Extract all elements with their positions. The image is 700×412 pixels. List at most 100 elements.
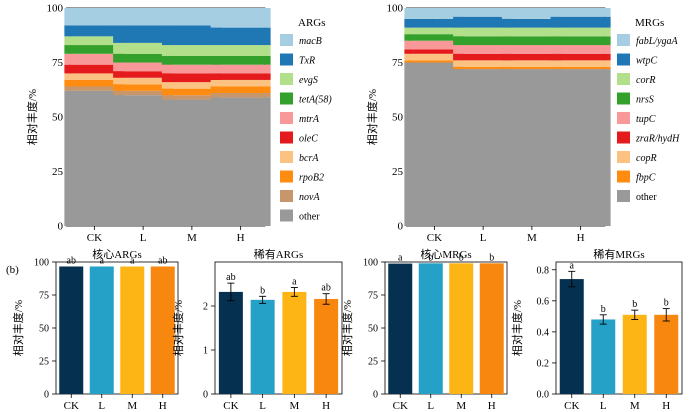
bar-ck — [388, 263, 413, 394]
legend-label: corR — [636, 75, 655, 86]
legend-swatch — [617, 53, 630, 66]
bar-segment-evgs — [113, 42, 174, 54]
plot-frame — [214, 261, 343, 395]
significance-letter: b — [489, 252, 494, 263]
bar-segment-evgs — [210, 45, 271, 56]
bar-segment-teta-58- — [64, 45, 125, 54]
bar-segment-wtpc — [404, 18, 465, 28]
significance-letter: ab — [226, 272, 235, 283]
legend-label: other — [636, 192, 657, 203]
legend-label: novA — [299, 192, 320, 203]
x-tick-label: CK — [223, 400, 238, 412]
significance-letter: b — [632, 299, 637, 310]
legend-label: nrsS — [636, 95, 654, 106]
legend-swatch — [617, 190, 630, 202]
bar-segment-evgs — [161, 45, 222, 56]
legend-label: bcrA — [299, 153, 319, 164]
x-tick-label: M — [630, 400, 640, 412]
bar-segment-zrar-hydh — [501, 53, 562, 61]
y-axis-label: 相对丰度/% — [510, 300, 524, 356]
x-tick-label: H — [577, 232, 585, 244]
y-tick-label: 75 — [368, 291, 378, 302]
y-tick-label: 0.2 — [537, 358, 550, 369]
chart-panel-4: 0 1 2 CK L M H 相对丰度/% 稀有ARGs ab b a ab — [171, 247, 343, 412]
bar-segment-fabl-ygaa — [501, 8, 562, 19]
y-tick-label: 0.4 — [537, 327, 550, 338]
legend-swatch — [280, 53, 293, 66]
bar-segment-corr — [550, 27, 611, 37]
y-tick-label: 25 — [52, 166, 64, 178]
legend-swatch — [280, 209, 293, 222]
bar-segment-teta-58- — [210, 55, 271, 65]
bar-segment-teta-58- — [113, 53, 174, 63]
y-tick-label: 0.8 — [537, 265, 550, 276]
bar-segment-nrss — [453, 36, 514, 46]
legend-swatch — [617, 73, 630, 85]
bar-segment-txr — [210, 27, 271, 46]
bar-segment-bcra — [210, 79, 271, 87]
bar-h — [314, 298, 339, 394]
x-tick-label: H — [322, 400, 330, 412]
bar-m — [449, 263, 474, 394]
legend-swatch — [617, 151, 630, 163]
y-tick-label: 100 — [34, 258, 49, 269]
x-tick-label: L — [259, 400, 266, 412]
figure-label-b: (b) — [6, 264, 19, 276]
y-tick-label: 0 — [58, 221, 64, 233]
bar-segment-nova — [113, 90, 174, 96]
bar-segment-macb — [64, 8, 125, 26]
y-tick-label: 100 — [387, 3, 404, 15]
bar-segment-mtra — [64, 53, 125, 65]
x-tick-label: CK — [564, 400, 579, 412]
bar-segment-tupc — [501, 45, 562, 54]
y-tick-label: 0 — [398, 221, 404, 233]
bar-segment-fabl-ygaa — [404, 8, 465, 19]
legend-label: TxR — [299, 56, 315, 67]
x-tick-label: L — [480, 232, 487, 244]
bar-segment-copr — [501, 60, 562, 67]
bar-l — [89, 266, 114, 394]
bar-segment-wtpc — [550, 16, 611, 28]
x-tick-label: CK — [64, 400, 79, 412]
significance-letter: b — [664, 298, 669, 309]
bar-segment-evgs — [64, 36, 125, 46]
bar-segment-fabl-ygaa — [550, 8, 611, 17]
legend-swatch — [280, 190, 293, 202]
legend-title: ARGs — [298, 17, 326, 29]
legend-swatch — [280, 73, 293, 85]
legend-label: fabL/ygaA — [636, 36, 679, 47]
x-tick-label: M — [127, 400, 137, 412]
y-tick-label: 50 — [52, 112, 64, 124]
y-tick-label: 75 — [39, 291, 49, 302]
bar-segment-fabl-ygaa — [453, 8, 514, 17]
y-tick-label: 50 — [39, 324, 49, 335]
y-axis-label: 相对丰度/% — [340, 300, 354, 356]
bar-segment-bcra — [113, 77, 174, 85]
bar-segment-mtra — [161, 64, 222, 74]
x-tick-label: H — [237, 232, 245, 244]
bar-segment-txr — [113, 25, 174, 43]
bar-segment-macb — [210, 8, 271, 28]
legend-label: mtrA — [299, 114, 320, 125]
bar-segment-copr — [404, 53, 465, 61]
bar-segment-txr — [161, 25, 222, 46]
legend-swatch — [617, 112, 630, 124]
significance-letter: b — [459, 252, 464, 263]
x-tick-label: CK — [87, 232, 102, 244]
bar-segment-nova — [210, 93, 271, 98]
y-tick-label: 25 — [368, 357, 378, 368]
bar-segment-nrss — [404, 34, 465, 41]
legend-label: wtpC — [636, 56, 657, 67]
bar-l — [591, 319, 616, 394]
legend-swatch — [280, 170, 293, 183]
subplot-title: 稀有ARGs — [254, 247, 304, 261]
x-tick-label: H — [159, 400, 167, 412]
significance-letter: a — [100, 255, 105, 266]
bar-segment-rpob2 — [210, 86, 271, 94]
bar-h — [479, 263, 504, 394]
bar-segment-other — [210, 97, 271, 226]
legend-label: oleC — [299, 134, 318, 145]
y-axis-label: 相对丰度/% — [171, 300, 185, 356]
bar-segment-copr — [453, 60, 514, 67]
bar-segment-nova — [64, 86, 125, 91]
